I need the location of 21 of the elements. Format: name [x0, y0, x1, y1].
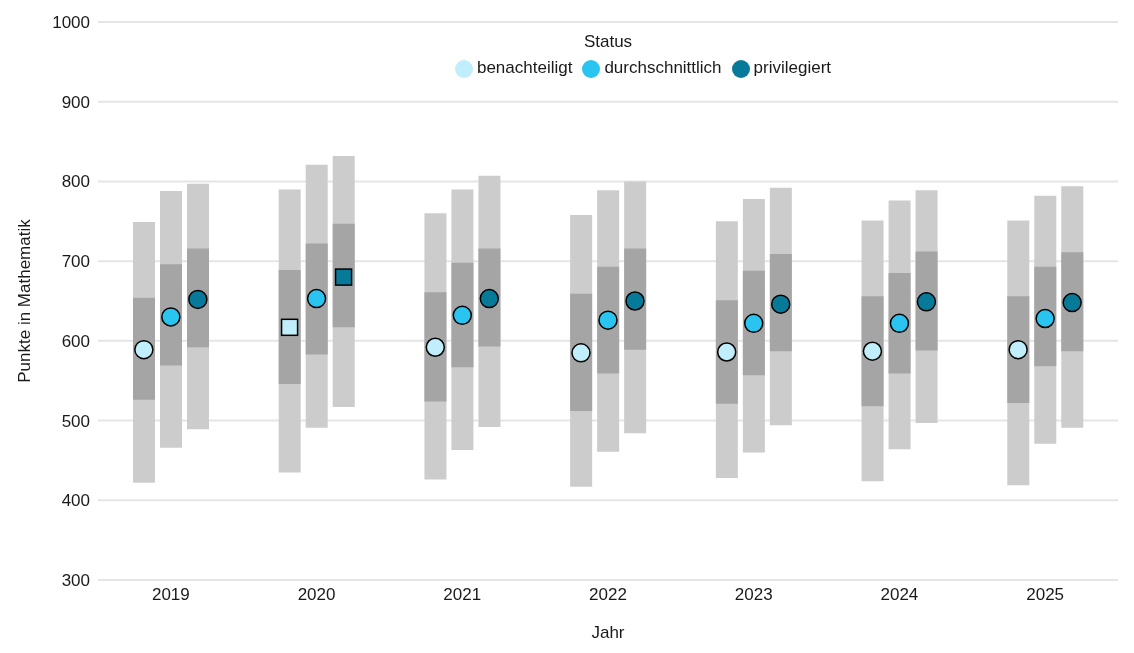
x-tick-label: 2020: [297, 585, 336, 605]
y-axis-title: Punkte in Mathematik: [15, 218, 35, 383]
x-tick-label: 2024: [880, 585, 919, 605]
x-tick-label: 2021: [443, 585, 482, 605]
legend-title: Status: [582, 32, 634, 52]
y-tick-label: 900: [61, 92, 90, 112]
y-tick-label: 500: [61, 411, 90, 431]
y-tick-label: 800: [61, 172, 90, 192]
y-tick-label: 600: [61, 331, 90, 351]
y-tick-label: 300: [61, 571, 90, 591]
legend-label: privilegiert: [753, 58, 832, 77]
x-tick-label: 2022: [589, 585, 627, 605]
legend-label: benachteiligt: [476, 58, 573, 77]
y-tick-label: 1000: [52, 13, 90, 33]
x-axis-title: Jahr: [591, 623, 625, 642]
x-tick-label: 2023: [734, 585, 773, 605]
x-tick-label: 2025: [1026, 585, 1065, 605]
x-tick-label: 2019: [151, 585, 190, 605]
y-tick-label: 700: [61, 252, 90, 272]
y-tick-label: 400: [61, 491, 90, 511]
legend-label: durchschnittlich: [604, 58, 722, 77]
